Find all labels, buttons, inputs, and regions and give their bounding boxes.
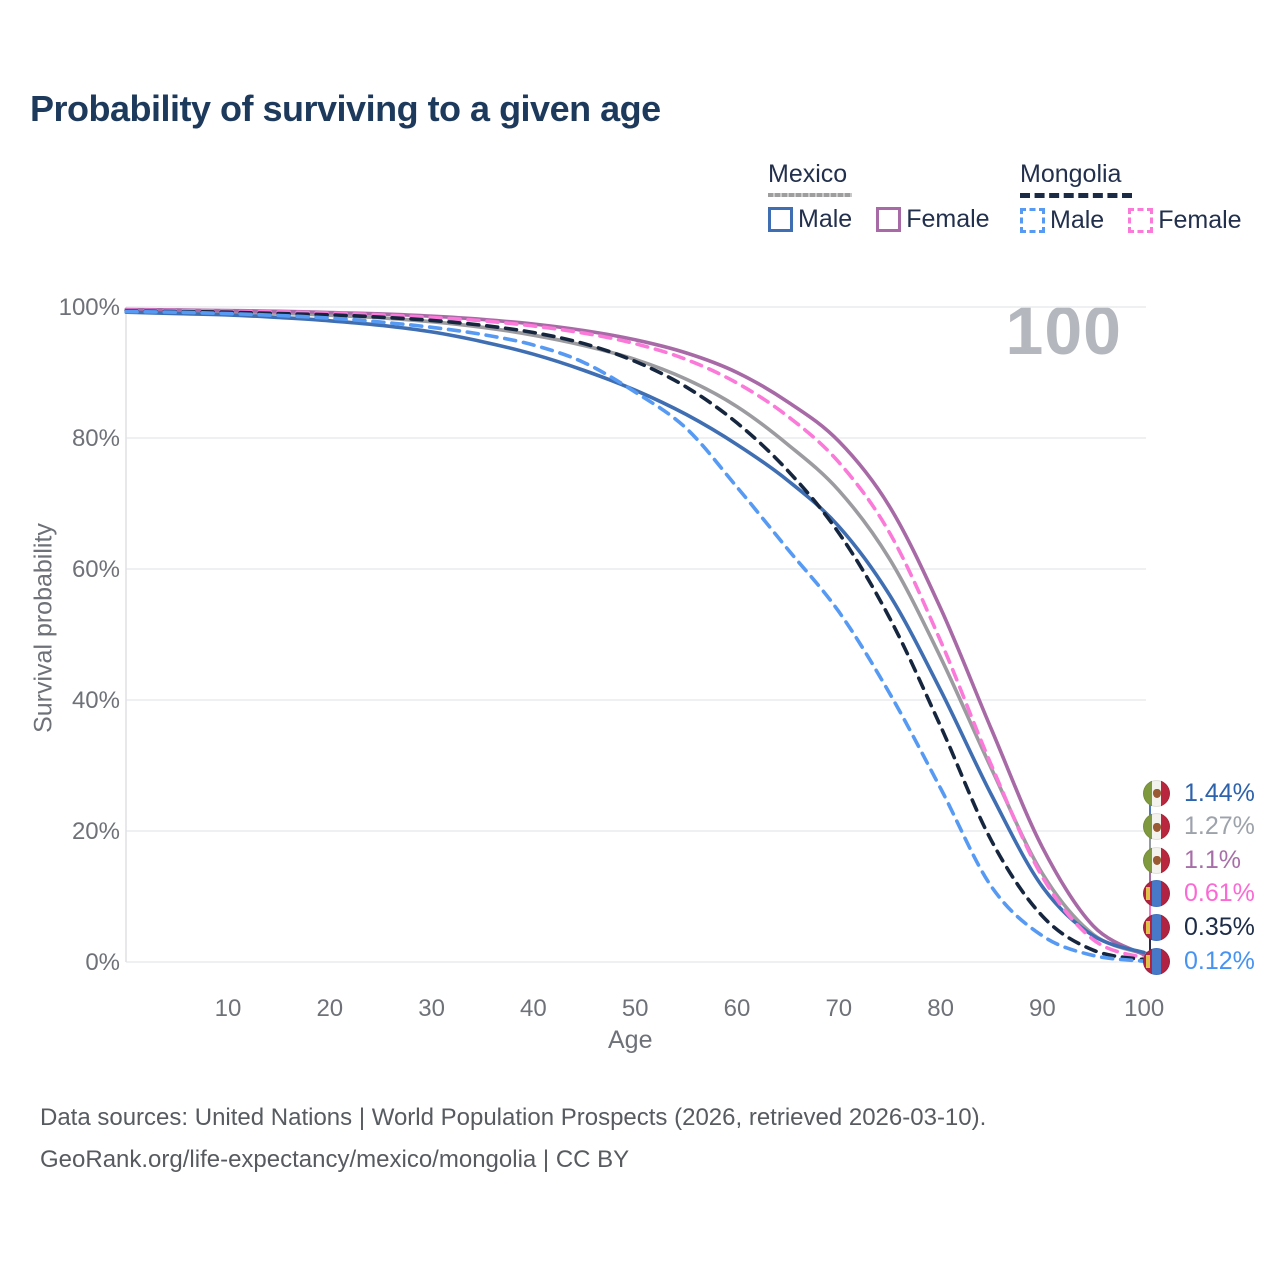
end-label: 1.27% (1143, 812, 1255, 841)
curve-mongolia-female (124, 308, 1146, 960)
end-label-value: 0.35% (1184, 912, 1255, 941)
legend-item-mexico-female[interactable]: Female (876, 205, 990, 234)
flag-emblem (1152, 822, 1161, 832)
x-tick-label: 10 (214, 995, 242, 1022)
page-title: Probability of surviving to a given age (30, 88, 661, 129)
dashed-line-swatch (1020, 193, 1132, 198)
y-tick-label: 40% (71, 687, 120, 714)
legend-group-mongolia: Mongolia Male Female (1020, 160, 1242, 235)
attribution-note: GeoRank.org/life-expectancy/mexico/mongo… (40, 1146, 630, 1173)
x-tick-label: 60 (723, 995, 751, 1022)
mexico-flag-icon (1143, 813, 1170, 841)
end-label: 1.44% (1143, 779, 1255, 807)
mongolia-female-swatch-icon (1128, 208, 1154, 233)
x-tick-label: 70 (825, 995, 853, 1022)
mongolia-flag-icon (1143, 880, 1170, 908)
x-axis-title: Age (608, 1026, 653, 1054)
mexico-male-swatch-icon (768, 207, 793, 232)
flag-emblem (1146, 954, 1150, 968)
end-label-value: 0.12% (1184, 946, 1255, 975)
curve-mongolia-both-sexes (124, 309, 1146, 962)
y-tick-label: 0% (85, 949, 120, 976)
legend-item-mexico-male[interactable]: Male (768, 205, 852, 234)
y-axis-title: Survival probability (29, 523, 58, 733)
legend-group-mexico-label: Mexico (768, 160, 848, 188)
flag-emblem (1152, 789, 1161, 798)
mexico-flag-icon (1143, 846, 1170, 874)
legend-item-label: Female (1158, 206, 1242, 234)
flag-emblem (1152, 856, 1161, 866)
y-tick-label: 20% (71, 818, 120, 845)
end-label: 0.35% (1143, 913, 1255, 941)
mongolia-flag-icon (1143, 913, 1170, 941)
x-tick-label: 90 (1029, 995, 1056, 1022)
legend-item-label: Male (798, 205, 853, 233)
legend-group-mongolia-label: Mongolia (1020, 160, 1122, 188)
flag-emblem (1146, 920, 1150, 934)
y-tick-label: 100% (58, 294, 120, 321)
x-tick-label: 80 (927, 995, 954, 1022)
flag-emblem (1146, 887, 1150, 901)
mexico-female-swatch-icon (876, 207, 902, 232)
y-tick-label: 60% (71, 556, 120, 583)
x-tick-label: 40 (520, 995, 547, 1022)
end-label-value: 1.44% (1184, 778, 1255, 807)
end-label-value: 1.1% (1184, 845, 1241, 874)
mexico-flag-icon (1143, 779, 1170, 807)
end-label-value: 1.27% (1184, 812, 1255, 841)
mongolia-male-swatch-icon (1020, 208, 1045, 233)
curve-mexico-male (124, 310, 1146, 955)
legend-item-mongolia-female[interactable]: Female (1128, 206, 1242, 235)
age-counter-watermark: 100 (1005, 293, 1122, 369)
end-label: 0.12% (1143, 947, 1255, 975)
mongolia-flag-icon (1143, 947, 1170, 975)
end-label: 0.61% (1143, 879, 1255, 908)
x-tick-label: 50 (621, 995, 649, 1022)
x-tick-label: 30 (418, 995, 445, 1022)
legend-item-label: Male (1050, 206, 1105, 234)
solid-line-swatch (768, 193, 852, 197)
legend-group-mexico: Mexico Male Female (768, 160, 990, 234)
y-tick-label: 80% (71, 425, 120, 452)
data-sources-note: Data sources: United Nations | World Pop… (40, 1104, 987, 1131)
end-label: 1.1% (1143, 846, 1241, 874)
legend-item-mongolia-male[interactable]: Male (1020, 206, 1104, 235)
legend: Mexico Male Female Mongolia Male (0, 160, 1280, 240)
curve-mexico-both-sexes (124, 308, 1146, 956)
x-tick-label: 100 (1124, 995, 1165, 1022)
end-label-value: 0.61% (1184, 879, 1255, 908)
curve-mongolia-male (124, 309, 1146, 963)
curve-mexico-female (124, 307, 1146, 957)
x-tick-label: 20 (316, 995, 344, 1022)
legend-item-label: Female (906, 205, 990, 233)
